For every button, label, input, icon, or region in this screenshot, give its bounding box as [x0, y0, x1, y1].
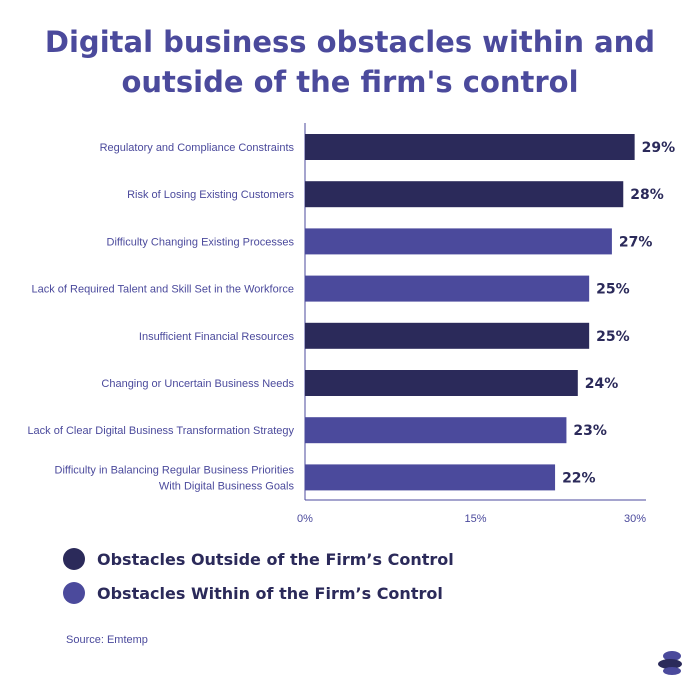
category-label-6: Lack of Clear Digital Business Transform…: [27, 425, 294, 437]
bar-5: [305, 370, 578, 396]
category-label-2: Difficulty Changing Existing Processes: [107, 236, 295, 248]
bar-1: [305, 181, 624, 208]
source-note: Source: Emtemp: [66, 634, 148, 646]
data-label-5: 24%: [585, 376, 619, 392]
category-label-7-0: Difficulty in Balancing Regular Business…: [55, 464, 295, 476]
legend-label-within: Obstacles Within of the Firm’s Control: [97, 583, 443, 603]
legend-item-within: Obstacles Within of the Firm’s Control: [63, 582, 443, 604]
data-label-6: 23%: [573, 423, 607, 439]
chart-title: Digital business obstacles within and ou…: [0, 22, 700, 102]
x-tick-label-2: 30%: [624, 513, 646, 525]
data-label-2: 27%: [619, 234, 653, 250]
bar-2: [305, 228, 612, 255]
legend-swatch-outside: [63, 548, 85, 570]
category-label-4: Insufficient Financial Resources: [139, 331, 295, 343]
x-tick-label-1: 15%: [464, 513, 486, 525]
brand-logo-icon: [658, 651, 682, 675]
legend-swatch-within: [63, 582, 85, 604]
bar-3: [305, 275, 590, 302]
bar-6: [305, 417, 567, 444]
bar-7: [305, 464, 556, 491]
category-label-0: Regulatory and Compliance Constraints: [100, 142, 295, 154]
data-label-4: 25%: [596, 329, 630, 345]
category-label-1: Risk of Losing Existing Customers: [127, 189, 294, 201]
data-label-1: 28%: [630, 187, 664, 203]
data-label-7: 22%: [562, 470, 596, 486]
category-label-3: Lack of Required Talent and Skill Set in…: [31, 284, 294, 296]
data-label-0: 29%: [642, 140, 676, 156]
data-label-3: 25%: [596, 282, 630, 298]
x-tick-label-0: 0%: [297, 513, 313, 525]
bar-4: [305, 322, 590, 349]
chart-title-line-1: Digital business obstacles within and: [44, 25, 656, 59]
legend-label-outside: Obstacles Outside of the Firm’s Control: [97, 549, 454, 569]
category-label-5: Changing or Uncertain Business Needs: [101, 378, 294, 390]
category-label-7-1: With Digital Business Goals: [159, 480, 295, 492]
bar-0: [305, 134, 635, 160]
chart-title-line-2: outside of the firm's control: [121, 65, 579, 99]
legend-item-outside: Obstacles Outside of the Firm’s Control: [63, 548, 454, 570]
